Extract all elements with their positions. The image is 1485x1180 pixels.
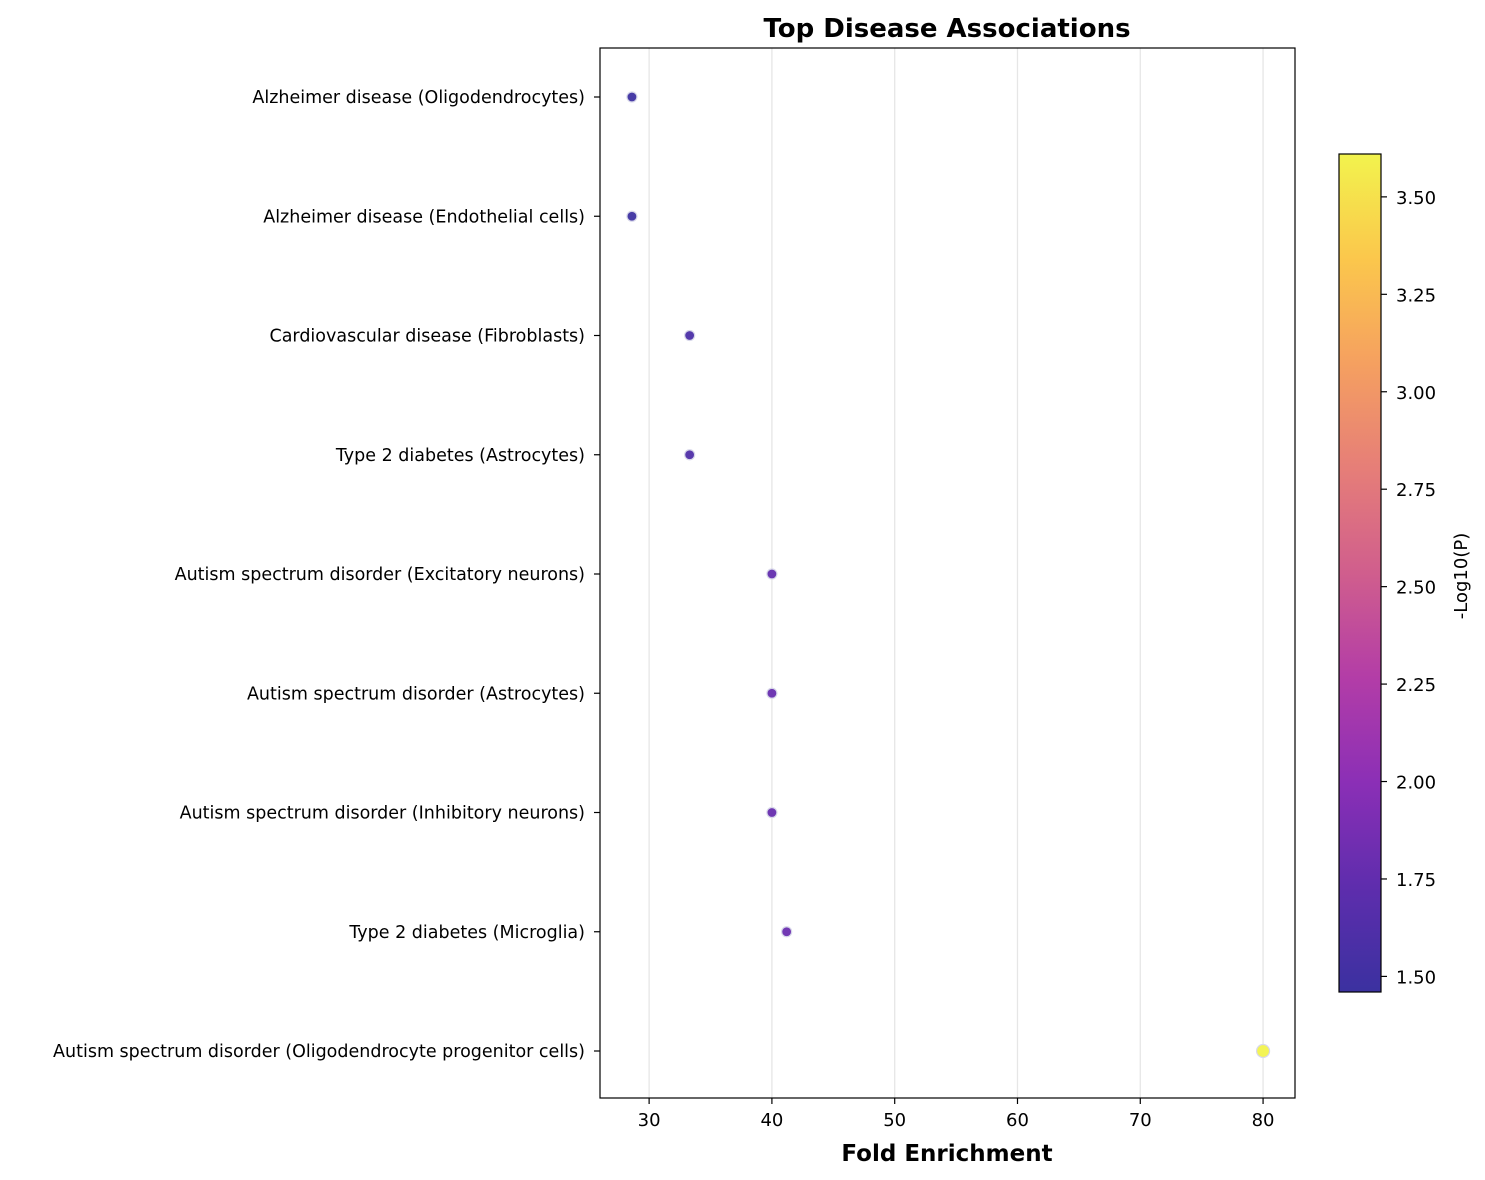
y-tick-label: Alzheimer disease (Oligodendrocytes) [252, 88, 585, 108]
data-point [626, 210, 638, 222]
y-axis: Alzheimer disease (Oligodendrocytes) Alzh… [53, 88, 600, 1062]
x-tick-label: 30 [638, 1110, 661, 1131]
chart-title: Top Disease Associations [763, 14, 1130, 44]
colorbar-tick-label: 3.50 [1396, 188, 1436, 209]
colorbar-tick-label: 2.75 [1396, 480, 1436, 501]
colorbar-label: -Log10(P) [1451, 533, 1472, 619]
data-point [1255, 1043, 1271, 1059]
colorbar-tick-label: 1.75 [1396, 870, 1436, 891]
x-tick-label: 50 [883, 1110, 906, 1131]
data-point [766, 568, 778, 580]
data-point [766, 806, 778, 819]
plot-frame [599, 47, 1296, 1099]
y-tick-label: Type 2 diabetes (Astrocytes) [335, 446, 585, 466]
data-point [626, 91, 638, 103]
x-tick-label: 60 [1006, 1110, 1029, 1131]
y-tick-label: Cardiovascular disease (Fibroblasts) [269, 327, 585, 347]
colorbar-tick-label: 3.25 [1396, 285, 1436, 306]
colorbar-tick-label: 1.50 [1396, 967, 1436, 988]
data-point [781, 926, 793, 938]
x-tick-label: 40 [760, 1110, 783, 1131]
y-tick-label: Autism spectrum disorder (Excitatory neu… [175, 565, 585, 585]
y-tick-label: Autism spectrum disorder (Inhibitory neu… [180, 804, 585, 824]
y-tick-label: Autism spectrum disorder (Astrocytes) [247, 684, 585, 704]
colorbar-tick-label: 2.50 [1396, 578, 1436, 599]
data-point [684, 329, 696, 342]
colorbar: 1.50 1.75 2.00 2.25 2.50 2.75 3.00 3.25 3.50 [1338, 153, 1436, 993]
colorbar-tick-label: 2.00 [1396, 773, 1436, 794]
y-tick-label: Type 2 diabetes (Microglia) [348, 923, 585, 943]
x-axis-label: Fold Enrichment [841, 1141, 1052, 1167]
colorbar-gradient [1338, 153, 1382, 993]
scatter-points [626, 91, 1271, 1059]
colorbar-tick-label: 3.00 [1396, 383, 1436, 404]
x-tick-label: 70 [1129, 1110, 1152, 1131]
x-axis: 30 40 50 60 70 80 [638, 1098, 1275, 1131]
y-tick-label: Autism spectrum disorder (Oligodendrocyt… [53, 1042, 585, 1062]
grid-lines [648, 48, 1264, 1098]
data-point [684, 449, 696, 461]
x-tick-label: 80 [1252, 1110, 1275, 1131]
colorbar-tick-label: 2.25 [1396, 675, 1436, 696]
y-tick-label: Alzheimer disease (Endothelial cells) [263, 207, 585, 227]
data-point [766, 687, 778, 699]
